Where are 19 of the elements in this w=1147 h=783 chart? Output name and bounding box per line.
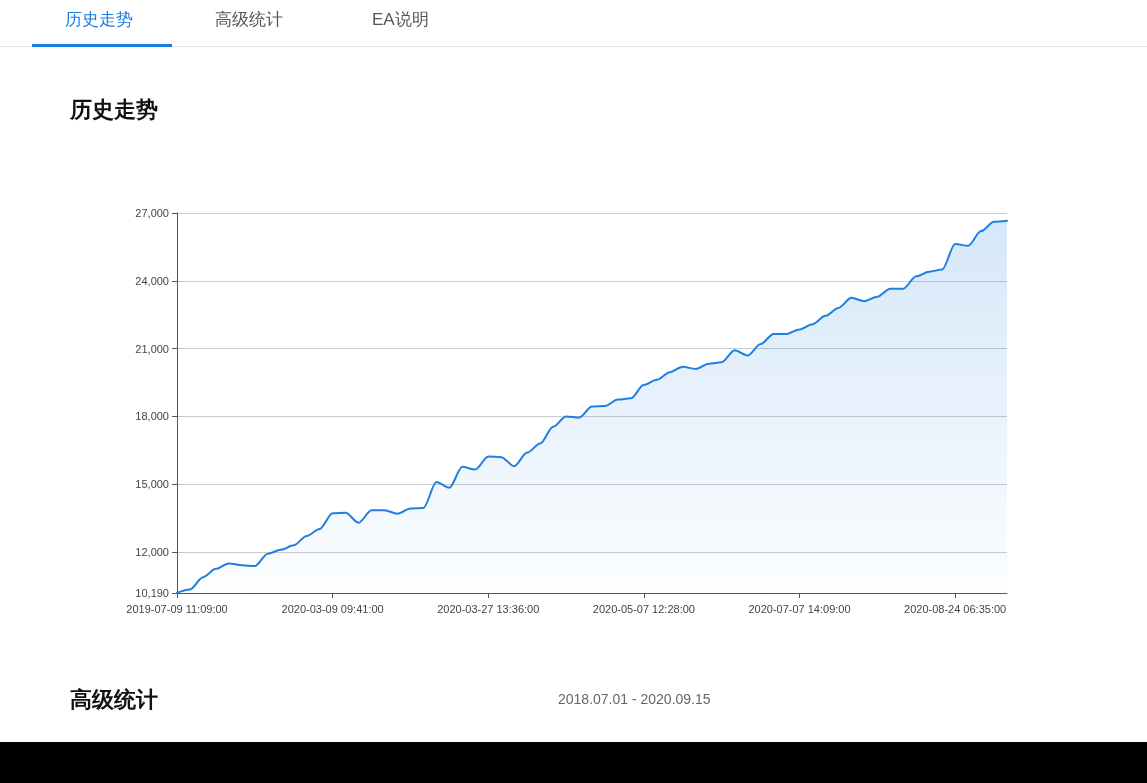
y-tick-label: 18,000 xyxy=(135,410,169,423)
y-tick-label: 15,000 xyxy=(135,478,169,491)
y-tick-label: 21,000 xyxy=(135,342,169,355)
x-tick-label: 2020-07-07 14:09:00 xyxy=(748,602,851,615)
text: 历史走势 xyxy=(65,9,133,31)
y-tick-label: 12,000 xyxy=(135,546,169,559)
y-tick-label: 24,000 xyxy=(135,274,169,287)
text: 高级统计 xyxy=(215,9,283,31)
x-tick-label: 2020-08-24 06:35:00 xyxy=(904,602,1007,615)
text: EA说明 xyxy=(372,9,429,31)
y-tick-label: 10,190 xyxy=(135,587,169,599)
chart-title: 历史走势 xyxy=(70,96,158,124)
text: 高级统计 xyxy=(70,686,158,714)
x-tick-label: 2020-05-07 12:28:00 xyxy=(592,602,695,615)
y-tick-label: 27,000 xyxy=(135,207,169,219)
x-tick-label: 2020-03-27 13:36:00 xyxy=(437,602,540,615)
x-tick-label: 2020-03-09 09:41:00 xyxy=(281,602,384,615)
text: 2018.07.01 - 2020.09.15 xyxy=(558,691,711,707)
x-tick-label: 2019-07-09 11:09:00 xyxy=(126,602,228,615)
